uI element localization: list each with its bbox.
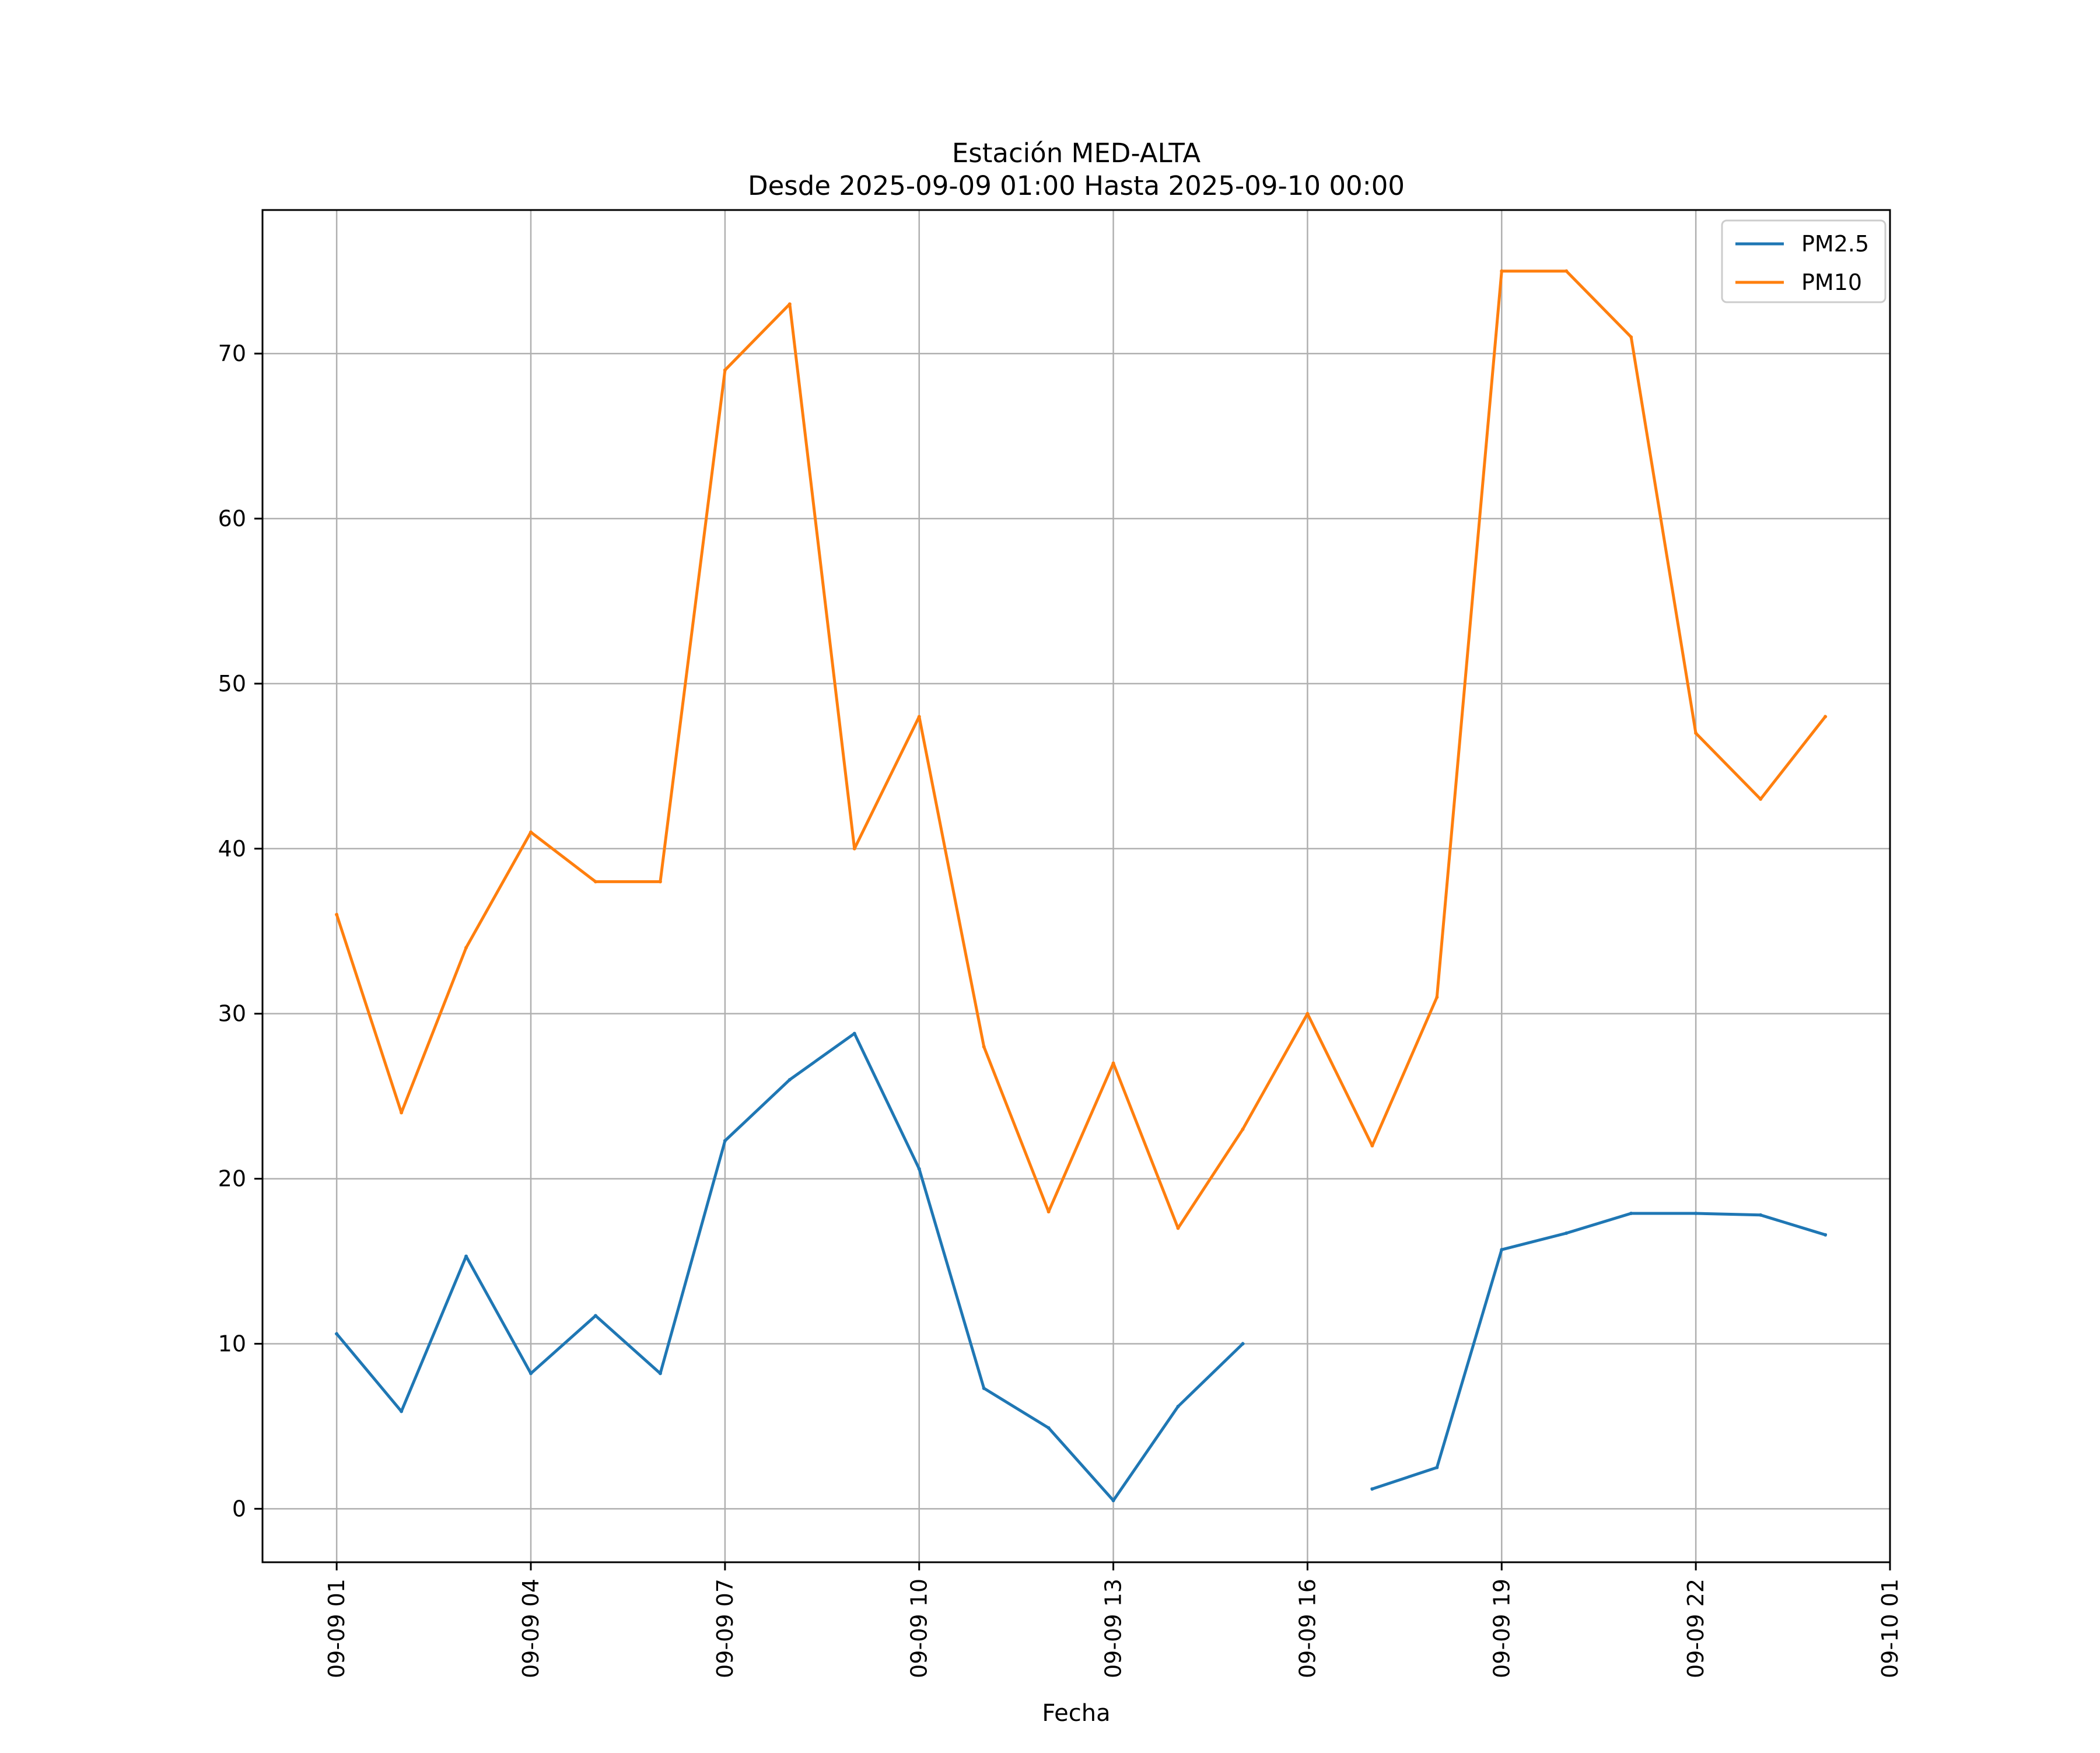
data-point-pm25-20 [1629, 1211, 1633, 1215]
data-point-pm25-6 [723, 1139, 727, 1143]
chart-title: Estación MED-ALTA [952, 138, 1201, 169]
x-tick-label-7: 09-09 22 [1683, 1579, 1709, 1678]
data-point-pm25-9 [917, 1167, 921, 1171]
data-point-pm25-1 [400, 1409, 404, 1413]
legend-items: PM2.5 PM10 [1735, 231, 1869, 295]
data-point-pm10-11 [1046, 1210, 1051, 1214]
data-point-pm25-22 [1759, 1213, 1763, 1217]
data-point-pm10-2 [464, 946, 468, 950]
data-point-pm25-10 [982, 1386, 986, 1390]
plot-frame [261, 209, 1891, 1563]
data-point-pm10-8 [852, 846, 856, 851]
data-point-pm10-19 [1564, 269, 1569, 273]
data-point-pm10-18 [1500, 269, 1504, 273]
data-point-pm25-18 [1500, 1248, 1504, 1252]
x-tick-label-3: 09-09 10 [907, 1579, 932, 1678]
legend[interactable]: PM2.5 PM10 [1721, 219, 1887, 303]
data-point-pm10-7 [788, 302, 792, 306]
data-point-pm10-4 [593, 880, 597, 884]
data-point-pm10-1 [400, 1111, 404, 1115]
data-point-pm25-17 [1435, 1465, 1439, 1469]
data-point-pm25-21 [1694, 1211, 1698, 1215]
y-tick-label-3: 30 [218, 1001, 246, 1027]
data-point-pm25-7 [788, 1077, 792, 1082]
data-point-pm25-5 [658, 1371, 662, 1376]
data-point-pm25-4 [593, 1314, 597, 1318]
data-point-pm25-23 [1824, 1233, 1828, 1237]
data-point-pm10-15 [1306, 1012, 1310, 1016]
data-series [334, 269, 1828, 1503]
x-tick-label-6: 09-09 19 [1489, 1579, 1514, 1678]
data-point-pm10-23 [1824, 715, 1828, 719]
data-point-pm10-3 [529, 830, 533, 834]
x-tick-label-2: 09-09 07 [712, 1579, 738, 1678]
data-point-pm25-13 [1176, 1404, 1180, 1408]
data-point-pm10-17 [1435, 995, 1439, 999]
data-point-pm10-20 [1629, 335, 1633, 339]
data-point-pm25-3 [529, 1371, 533, 1376]
x-tick-label-8: 09-10 01 [1877, 1579, 1903, 1678]
y-tick-label-0: 0 [232, 1496, 246, 1521]
data-point-pm25-8 [852, 1031, 856, 1035]
data-point-pm10-10 [982, 1045, 986, 1049]
data-point-pm25-14 [1241, 1342, 1245, 1346]
data-point-pm10-13 [1176, 1226, 1180, 1230]
data-point-pm10-5 [658, 880, 662, 884]
data-point-pm10-14 [1241, 1127, 1245, 1131]
y-tick-label-4: 40 [218, 836, 246, 862]
data-point-pm25-2 [464, 1254, 468, 1258]
x-tick-label-4: 09-09 13 [1101, 1579, 1126, 1678]
data-point-pm25-12 [1111, 1499, 1115, 1503]
data-point-pm10-0 [335, 912, 339, 916]
data-point-pm25-19 [1564, 1231, 1569, 1235]
y-tick-label-2: 20 [218, 1166, 246, 1192]
data-point-pm25-0 [335, 1332, 339, 1336]
x-tick-label-0: 09-09 01 [324, 1579, 349, 1678]
x-tick-label-5: 09-09 16 [1294, 1579, 1320, 1678]
chart-subtitle: Desde 2025-09-09 01:00 Hasta 2025-09-10 … [748, 170, 1405, 201]
axis-ticks: 09-09 01 09-09 04 09-09 07 09-09 10 09-09 13… [218, 341, 1903, 1678]
legend-label-pm25: PM2.5 [1801, 231, 1869, 257]
x-tick-label-1: 09-09 04 [518, 1579, 544, 1678]
data-point-pm10-9 [917, 715, 921, 719]
y-tick-label-1: 10 [218, 1331, 246, 1356]
data-point-pm25-16 [1370, 1487, 1374, 1491]
data-point-pm10-6 [723, 368, 727, 372]
data-point-pm25-11 [1046, 1426, 1051, 1430]
y-tick-label-6: 60 [218, 506, 246, 531]
data-point-pm10-22 [1759, 797, 1763, 801]
data-point-pm10-12 [1111, 1061, 1115, 1065]
data-point-pm10-21 [1694, 731, 1698, 735]
y-tick-label-5: 50 [218, 671, 246, 697]
legend-label-pm10: PM10 [1801, 270, 1862, 295]
data-point-pm10-16 [1370, 1143, 1374, 1147]
y-tick-label-7: 70 [218, 341, 246, 366]
x-axis-label: Fecha [1042, 1700, 1110, 1727]
series-line-pm10 [335, 270, 1828, 1230]
